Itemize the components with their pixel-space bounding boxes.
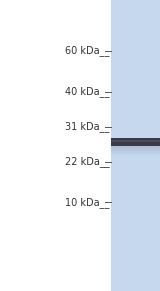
Text: 31 kDa__: 31 kDa__ [65, 121, 110, 132]
Bar [111, 151, 160, 153]
Text: 60 kDa__: 60 kDa__ [65, 45, 110, 56]
Text: 40 kDa__: 40 kDa__ [65, 86, 110, 97]
Bar [111, 153, 160, 155]
Bar [111, 0, 160, 291]
Bar [111, 146, 160, 148]
Text: 22 kDa__: 22 kDa__ [65, 156, 110, 167]
Bar [111, 148, 160, 150]
Bar [111, 138, 160, 146]
Text: 10 kDa__: 10 kDa__ [65, 197, 110, 208]
Bar [111, 140, 160, 142]
Bar [111, 150, 160, 151]
